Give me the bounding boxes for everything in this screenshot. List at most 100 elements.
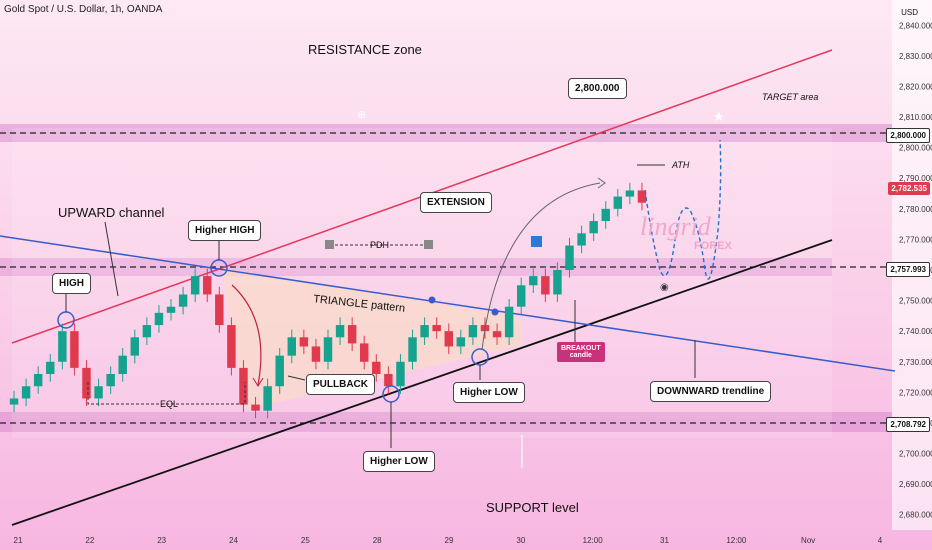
candle-body [118, 355, 127, 374]
candle-body [142, 325, 152, 338]
candle-body [178, 294, 188, 307]
candle-body [468, 325, 478, 338]
extension-arrow [481, 182, 601, 351]
y-tick-label: 2,810.000 [899, 113, 932, 122]
breakout-label: BREAKOUT candle [557, 342, 605, 362]
y-tick-label: 2,740.000 [899, 327, 932, 336]
projection-path [644, 139, 722, 280]
candle-body [396, 361, 405, 387]
pullback-leader [287, 375, 306, 381]
y-tick-label: 2,690.000 [899, 480, 932, 489]
x-tick-label: 29 [445, 536, 454, 545]
pullback-arrow [231, 284, 262, 386]
x-tick-label: 4 [878, 536, 883, 545]
x-tick-label: 31 [660, 536, 669, 545]
triangle-shade [222, 268, 522, 410]
check-icon-1 [325, 240, 334, 249]
candle-body [577, 233, 586, 246]
y-tick-label: 2,790.000 [899, 174, 932, 183]
downward-trendline [0, 235, 896, 372]
x-tick-label: 22 [85, 536, 94, 545]
candles-group [9, 182, 647, 419]
candle-body [420, 325, 429, 338]
currency-label: USD [901, 8, 918, 17]
support-level-label: SUPPORT level [486, 500, 579, 515]
target-area-label: TARGET area [762, 92, 819, 102]
candle-body [227, 325, 236, 368]
candle-body [299, 337, 309, 347]
higher-low-label-2: Higher LOW [453, 382, 525, 403]
candle-body [215, 294, 224, 326]
y-tick-label: 2,770.000 [899, 235, 932, 244]
ath-label: ATH [672, 160, 690, 170]
candle-body [323, 337, 333, 362]
high-label: HIGH [52, 273, 91, 294]
star-icon: ★ [713, 109, 725, 124]
candle-body [311, 346, 321, 362]
candle-body [613, 196, 623, 209]
higher-high-label: Higher HIGH [188, 220, 262, 241]
eql-line [87, 382, 246, 405]
extension-arrow-head [597, 177, 606, 189]
price-tag-2757: 2,757.993 [886, 262, 930, 277]
resistance-zone-label: RESISTANCE zone [308, 42, 422, 57]
extension-label: EXTENSION [420, 192, 492, 213]
y-tick-label: 2,820.000 [899, 82, 932, 91]
candle-body [541, 276, 550, 295]
candle-body [637, 190, 647, 203]
chart-title: Gold Spot / U.S. Dollar, 1h, OANDA [4, 4, 163, 15]
eye-icon: ◉ [660, 282, 669, 293]
price-tag-2800: 2,800.000 [886, 128, 930, 143]
downward-trendline-label: DOWNWARD trendline [650, 381, 772, 402]
candle-body [58, 331, 67, 362]
x-tick-label: 24 [229, 536, 238, 545]
candle-body [347, 325, 357, 344]
candle-body [130, 337, 140, 356]
pullback-arrow-head [252, 377, 264, 387]
candle-body [553, 270, 562, 295]
candle-body [444, 331, 453, 347]
price-tag-current: 2,782.535 [888, 182, 930, 195]
breakout-label-line-1: BREAKOUT [561, 345, 601, 352]
breakout-label-line-2: candle [569, 352, 592, 359]
candle-body [70, 331, 79, 368]
x-tick-label: Nov [801, 536, 815, 545]
candle-body [625, 190, 635, 197]
candle-body [504, 306, 514, 338]
y-tick-label: 2,780.000 [899, 205, 932, 214]
candle-body [33, 374, 43, 387]
candle-body [456, 337, 466, 347]
candle-body [94, 386, 103, 399]
x-tick-label: 12:00 [726, 536, 747, 545]
x-tick-label: 23 [157, 536, 166, 545]
candle-body [408, 337, 417, 362]
y-tick-label: 2,720.000 [899, 388, 932, 397]
touch-dot-2 [491, 308, 499, 316]
down-circle-icon: ⊕ [357, 109, 366, 121]
candle-body [106, 374, 115, 387]
x-tick-label: 12:00 [583, 536, 604, 545]
upward-channel-label: UPWARD channel [58, 205, 165, 220]
y-tick-label: 2,750.000 [899, 297, 932, 306]
y-tick-label: 2,840.000 [899, 21, 932, 30]
candle-body [263, 386, 272, 411]
pullback-label: PULLBACK [306, 374, 375, 395]
candle-body [190, 276, 200, 295]
candle-body [601, 208, 610, 222]
x-tick-label: 30 [516, 536, 525, 545]
candle-body [384, 374, 393, 387]
y-tick-label: 2,680.000 [899, 511, 932, 520]
eql-label: EQL [160, 399, 179, 409]
watermark-sub: FOREX [694, 240, 732, 252]
y-tick-label: 2,730.000 [899, 358, 932, 367]
check-icon-2 [424, 240, 433, 249]
candle-body [372, 361, 381, 374]
candle-body [432, 325, 441, 332]
candle-body [46, 361, 55, 374]
candle-body [589, 221, 598, 234]
channel-bottom-line [11, 239, 833, 526]
price-2800-label: 2,800.000 [568, 78, 627, 99]
pdh-label: PDH [370, 240, 390, 250]
higher-low-label-1: Higher LOW [363, 451, 435, 472]
